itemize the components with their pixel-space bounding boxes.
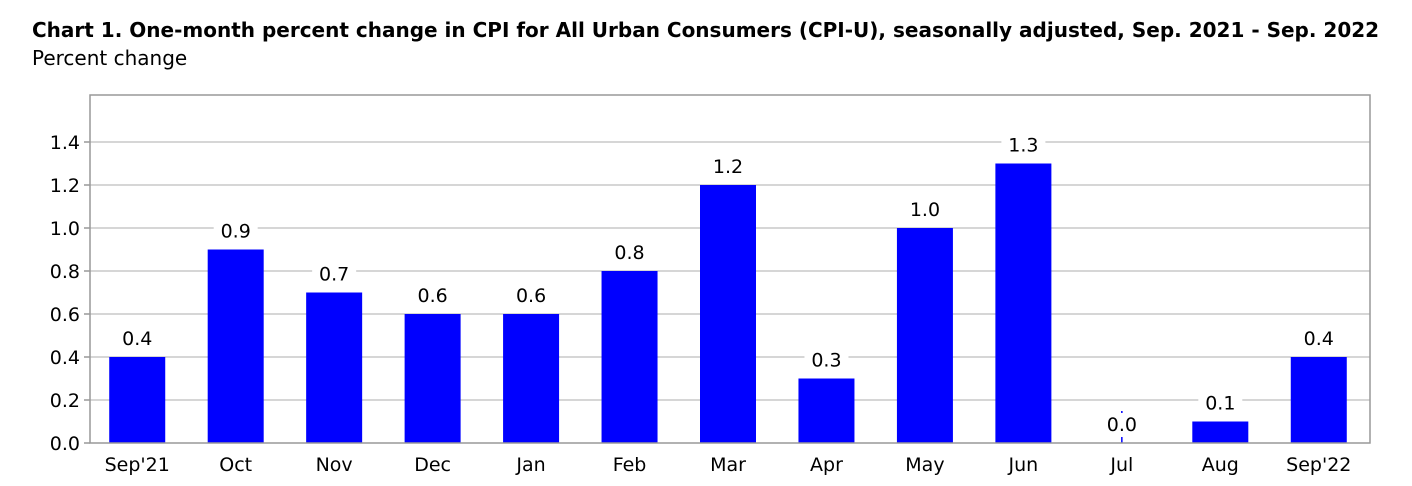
- data-label-bg: [1198, 391, 1243, 416]
- x-tick-label: Apr: [810, 454, 843, 476]
- y-tick-label: 1.4: [50, 132, 80, 154]
- x-tick-label: Dec: [414, 454, 451, 476]
- y-tick-label: 0.4: [50, 347, 80, 369]
- x-tick-label: Nov: [316, 454, 353, 476]
- x-tick-label: Feb: [613, 454, 647, 476]
- x-tick-label: May: [905, 454, 944, 476]
- y-tick-label: 0.6: [50, 304, 80, 326]
- bar: [601, 271, 658, 443]
- x-tick-label: Sep'22: [1286, 454, 1351, 476]
- data-label: 0.6: [516, 285, 546, 307]
- bar: [1290, 357, 1347, 443]
- x-tick-label: Jan: [515, 454, 545, 476]
- data-label: 1.2: [713, 156, 743, 178]
- x-tick-label: Mar: [710, 454, 746, 476]
- x-tick-label: Jul: [1109, 454, 1133, 476]
- data-label: 0.7: [319, 264, 349, 286]
- data-label: 1.0: [910, 199, 940, 221]
- y-tick-label: 0.8: [50, 261, 80, 283]
- x-tick-label: Jun: [1008, 454, 1039, 476]
- bar: [503, 314, 560, 443]
- bar: [896, 228, 953, 443]
- y-axis: 0.0 0.2 0.4 0.6 0.8 1.0 1.2 1.4: [50, 132, 90, 455]
- data-label-bg: [1099, 413, 1144, 437]
- data-label: 0.4: [122, 328, 152, 350]
- x-axis: Sep'21 Oct Nov Dec Jan Feb Mar Apr May Jun Jul Aug S…: [105, 454, 1352, 476]
- data-label-bg: [115, 327, 160, 351]
- data-labels: 0.4 0.9 0.7 0.6 0.6 0.8 1.2 0.3 1.0 1.3 0.0 0.1 0.4: [115, 133, 1341, 437]
- data-label-bg: [410, 284, 455, 308]
- data-label: 0.3: [811, 350, 841, 372]
- data-label-bg: [213, 219, 258, 244]
- data-label-bg: [509, 284, 554, 308]
- data-label: 0.4: [1304, 328, 1334, 350]
- data-label-bg: [1001, 133, 1046, 158]
- data-label: 0.0: [1107, 414, 1137, 436]
- y-tick-label: 0.0: [50, 433, 80, 455]
- y-tick-label: 0.2: [50, 390, 80, 412]
- plot-frame: [89, 94, 1371, 444]
- bar: [700, 185, 756, 443]
- chart-title: Chart 1. One-month percent change in CPI…: [32, 18, 1380, 42]
- bar: [798, 378, 855, 443]
- y-tick-label: 1.0: [50, 218, 80, 240]
- data-label: 1.3: [1008, 135, 1038, 157]
- data-label: 0.1: [1205, 393, 1235, 415]
- data-label: 0.9: [221, 221, 251, 243]
- bars: [109, 163, 1347, 443]
- y-axis-label: Percent change: [32, 46, 188, 70]
- bar: [995, 163, 1052, 443]
- bar: [306, 292, 363, 443]
- data-label-bg: [902, 198, 947, 222]
- data-label: 0.8: [614, 242, 644, 264]
- data-label-bg: [312, 262, 357, 287]
- x-tick-label: Aug: [1202, 454, 1239, 476]
- data-label: 0.6: [418, 285, 448, 307]
- data-label-bg: [804, 348, 849, 373]
- x-tick-label: Oct: [219, 454, 252, 476]
- data-label-bg: [1296, 327, 1341, 351]
- y-tick-label: 1.2: [50, 175, 80, 197]
- data-label-bg: [706, 155, 750, 179]
- bar: [1192, 421, 1249, 443]
- bar: [207, 249, 264, 443]
- bar: [404, 314, 461, 443]
- x-tick-label: Sep'21: [105, 454, 170, 476]
- data-label-bg: [607, 241, 652, 265]
- bar: [109, 357, 166, 443]
